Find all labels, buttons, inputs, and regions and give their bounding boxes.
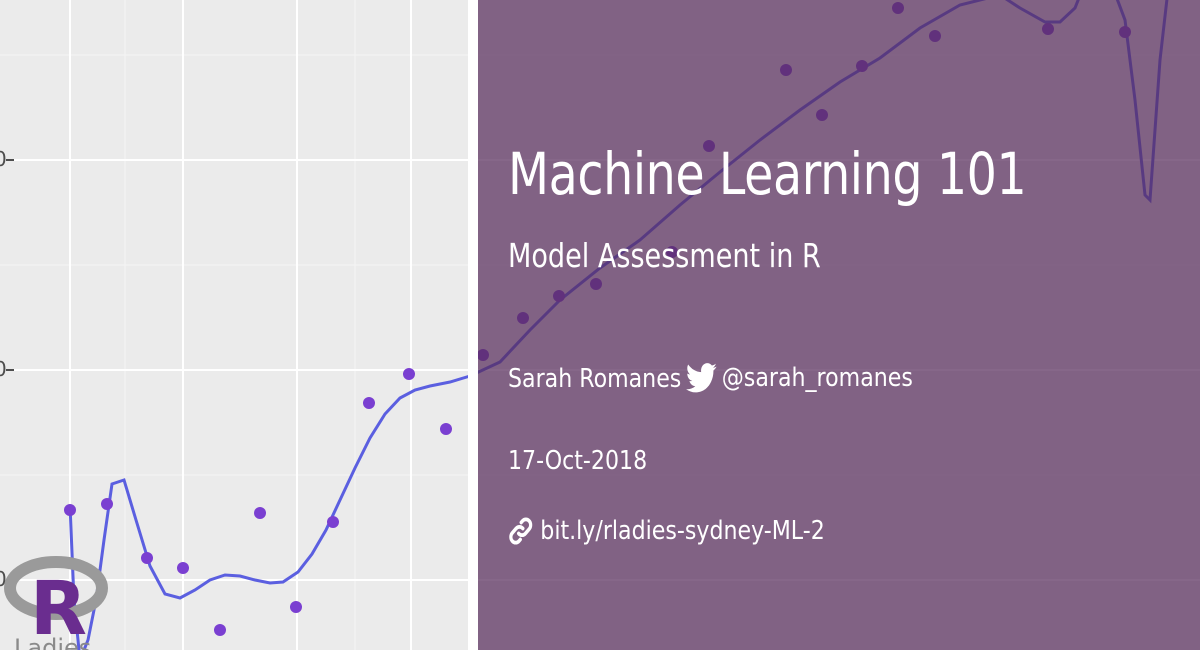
y-axis-tick-label: 0: [0, 147, 7, 171]
y-axis-tick-label: 0: [0, 357, 7, 381]
slides-url-text: bit.ly/rladies-sydney-ML-2: [540, 516, 825, 546]
presentation-date: 17-Oct-2018: [508, 446, 648, 476]
slide-title: Machine Learning 101: [508, 140, 1027, 208]
panel-divider: [468, 0, 478, 650]
link-chain-icon: [509, 517, 533, 545]
twitter-handle-link[interactable]: @sarah_romanes: [686, 362, 913, 394]
title-overlay-panel: [478, 0, 1200, 650]
author-name: Sarah Romanes: [508, 364, 682, 394]
twitter-bird-icon: [686, 363, 717, 393]
logo-text: Ladies: [14, 634, 91, 650]
rladies-r-logo: R Ladies: [4, 556, 108, 650]
svg-text:R: R: [30, 566, 87, 650]
slides-url-link[interactable]: bit.ly/rladies-sydney-ML-2: [508, 516, 825, 546]
twitter-handle-text: @sarah_romanes: [721, 363, 913, 393]
y-axis-tick-label: 0: [0, 567, 7, 591]
slide-subtitle: Model Assessment in R: [508, 236, 821, 275]
